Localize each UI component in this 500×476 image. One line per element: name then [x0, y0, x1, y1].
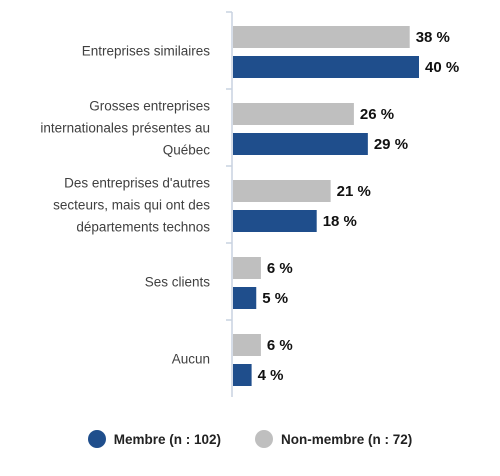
- category-label-des-entreprises-d-autres: Des entreprises d'autres secteurs, mais q…: [53, 176, 210, 235]
- bar-membre-5: [233, 364, 252, 386]
- data-label-membre-2: 29 %: [374, 136, 408, 153]
- legend-item-non-membre: Non-membre (n : 72): [255, 430, 412, 448]
- data-label-non-membre-3: 21 %: [337, 183, 371, 200]
- bar-non-membre-1: [233, 26, 410, 48]
- data-label-membre-3: 18 %: [323, 213, 357, 230]
- bar-non-membre-5: [233, 334, 261, 356]
- category-label-aucun: Aucun: [172, 352, 210, 367]
- data-label-membre-5: 4 %: [258, 367, 284, 384]
- chart-legend: Membre (n : 102) Non-membre (n : 72): [0, 424, 500, 454]
- legend-item-membre: Membre (n : 102): [87, 430, 221, 448]
- bar-membre-4: [233, 287, 257, 309]
- legend-marker-non-membre: [255, 430, 273, 448]
- bar-membre-2: [233, 133, 368, 155]
- data-label-non-membre-1: 38 %: [416, 29, 450, 46]
- data-label-non-membre-2: 26 %: [360, 106, 394, 123]
- bar-chart: Entreprises similaires 38 % 40 % Grosses en…: [40, 11, 459, 397]
- data-label-membre-4: 5 %: [262, 290, 288, 307]
- bar-membre-1: [233, 56, 419, 78]
- category-label-grosses-entreprises: Grosses entreprises internationales prése…: [40, 99, 210, 158]
- bar-non-membre-2: [233, 103, 354, 125]
- bar-non-membre-4: [233, 257, 261, 279]
- data-label-membre-1: 40 %: [425, 59, 459, 76]
- category-label-ses-clients: Ses clients: [145, 275, 211, 290]
- category-label-entreprises-similaires: Entreprises similaires: [82, 44, 211, 59]
- bar-non-membre-3: [233, 180, 331, 202]
- bar-membre-3: [233, 210, 317, 232]
- legend-label-membre: Membre (n : 102): [113, 431, 221, 447]
- data-label-non-membre-4: 6 %: [267, 260, 293, 277]
- legend-marker-membre: [87, 430, 106, 448]
- data-label-non-membre-5: 6 %: [267, 337, 293, 354]
- legend-label-non-membre: Non-membre (n : 72): [281, 431, 413, 447]
